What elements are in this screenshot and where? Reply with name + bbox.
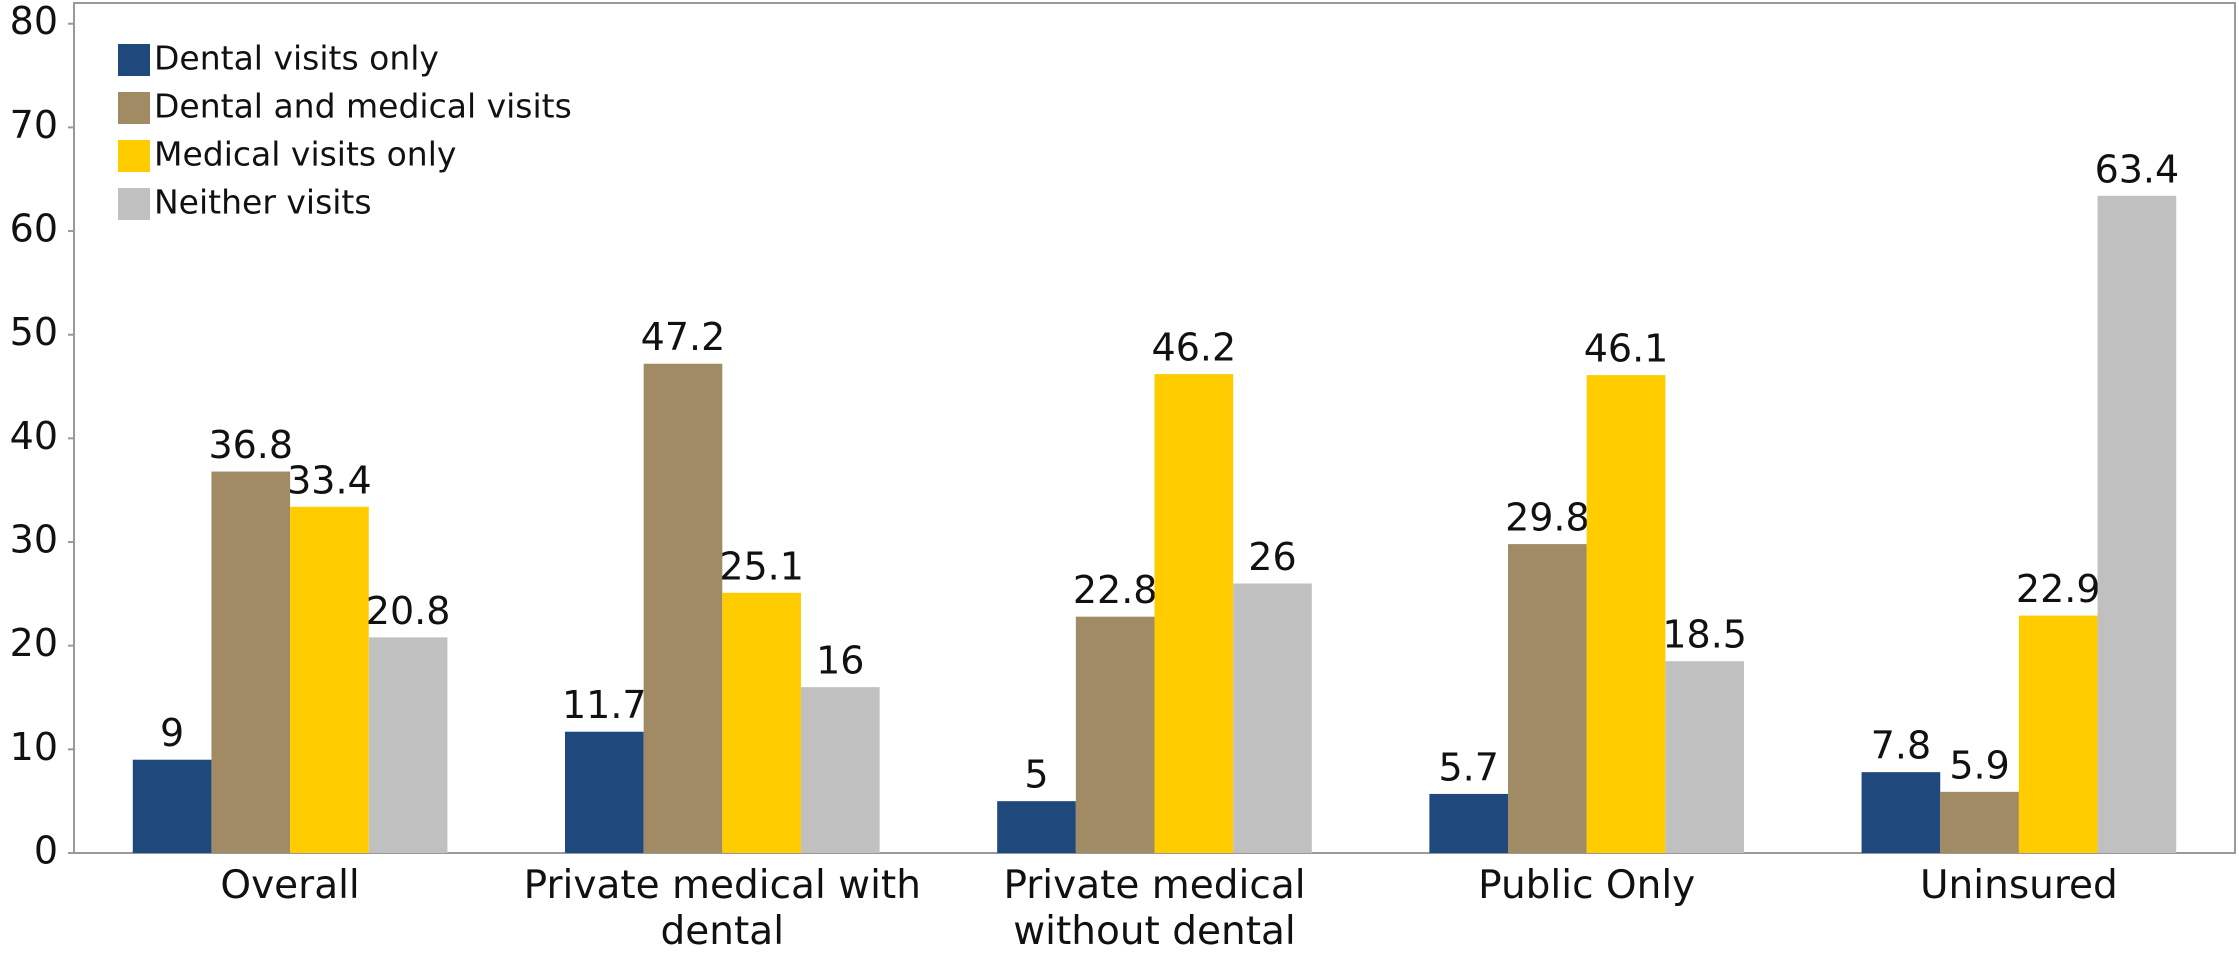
legend-label: Dental visits only — [154, 39, 439, 78]
legend-label: Neither visits — [154, 183, 372, 222]
value-label: 47.2 — [641, 315, 726, 359]
value-label: 9 — [160, 711, 184, 755]
bar — [997, 801, 1076, 853]
value-label: 46.2 — [1152, 326, 1237, 370]
x-tick-label: Overall — [220, 863, 360, 908]
legend-label: Medical visits only — [154, 135, 456, 174]
value-label: 18.5 — [1662, 613, 1747, 657]
value-label: 22.8 — [1073, 568, 1158, 612]
value-label: 5.9 — [1949, 743, 2009, 787]
bar — [1586, 375, 1666, 853]
value-label: 36.8 — [208, 423, 293, 467]
y-tick-label: 40 — [10, 414, 58, 458]
bar — [1154, 374, 1234, 853]
bar — [800, 687, 880, 853]
x-tick-label: Public Only — [1478, 863, 1696, 908]
bar — [211, 471, 291, 853]
bar — [643, 363, 723, 853]
bar — [722, 592, 801, 853]
legend-swatch — [118, 44, 150, 76]
bar — [368, 637, 448, 853]
bar — [1429, 793, 1509, 853]
legend-swatch — [118, 92, 150, 124]
bar — [564, 731, 644, 853]
value-label: 33.4 — [287, 458, 372, 502]
bar — [1665, 661, 1745, 853]
value-label: 29.8 — [1505, 496, 1590, 540]
value-label: 5 — [1024, 753, 1048, 797]
bar — [132, 759, 212, 853]
bar — [290, 506, 369, 853]
y-tick-label: 30 — [10, 518, 58, 562]
value-label: 20.8 — [366, 589, 451, 633]
y-tick-label: 0 — [34, 829, 58, 873]
y-tick-label: 80 — [10, 0, 58, 43]
x-tick-label: Private medical with dental — [523, 863, 921, 954]
legend-swatch — [118, 188, 150, 220]
legend-label: Dental and medical visits — [154, 87, 572, 126]
x-tick-label: Private medical without dental — [1003, 863, 1306, 954]
x-tick-label: Uninsured — [1920, 863, 2118, 908]
value-label: 63.4 — [2095, 147, 2180, 191]
y-tick-label: 50 — [10, 310, 58, 354]
bar — [1861, 772, 1941, 853]
value-label: 26 — [1248, 535, 1296, 579]
value-label: 16 — [816, 639, 864, 683]
value-label: 7.8 — [1871, 724, 1931, 768]
y-tick-label: 10 — [10, 725, 58, 769]
bar — [2097, 195, 2177, 853]
y-tick-label: 70 — [10, 103, 58, 147]
bar — [1233, 583, 1312, 853]
legend-swatch — [118, 140, 150, 172]
bar — [2018, 615, 2098, 853]
value-label: 11.7 — [562, 683, 647, 727]
value-label: 5.7 — [1438, 745, 1498, 789]
value-label: 25.1 — [719, 544, 804, 588]
y-tick-label: 20 — [10, 621, 58, 665]
y-tick-label: 60 — [10, 207, 58, 251]
value-label: 22.9 — [2016, 567, 2101, 611]
value-label: 46.1 — [1584, 327, 1669, 371]
bar — [1508, 544, 1587, 853]
bar — [1940, 791, 2019, 853]
bar — [1075, 616, 1155, 853]
